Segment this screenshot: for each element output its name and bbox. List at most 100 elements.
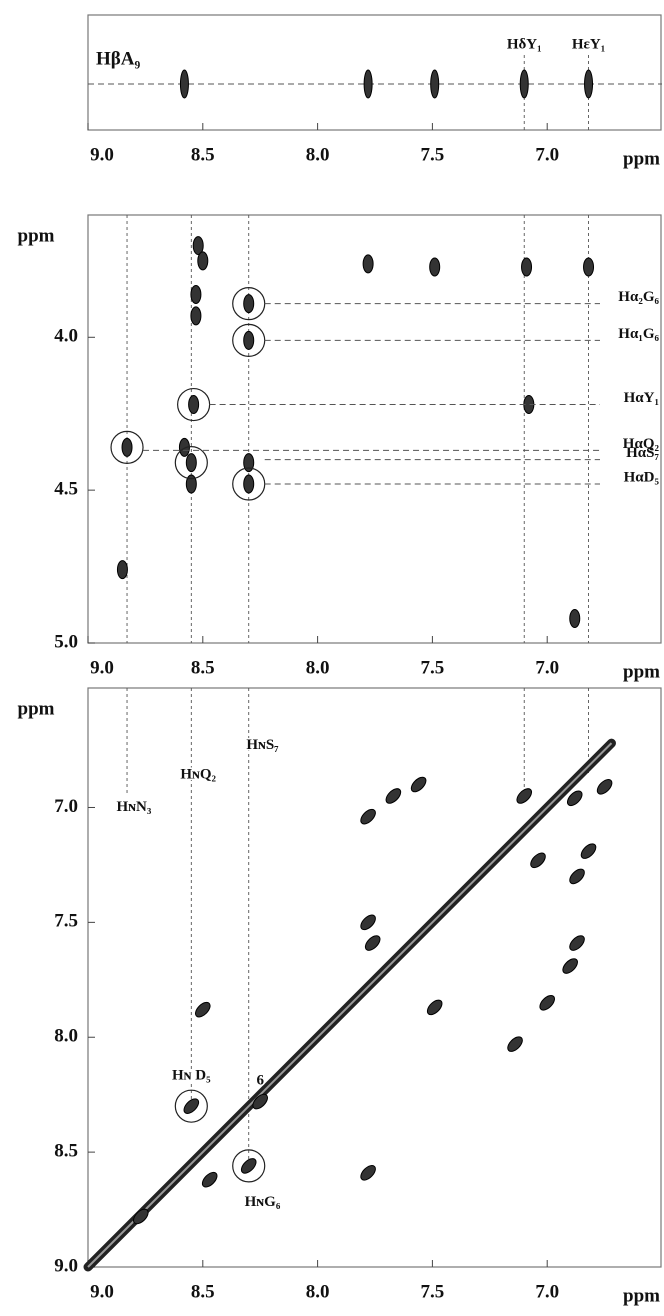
peak	[364, 935, 381, 951]
x-tick-label: 7.5	[421, 144, 445, 165]
peak	[507, 1036, 523, 1052]
peak	[192, 236, 204, 256]
peak	[190, 284, 202, 304]
y-axis-label: ppm	[18, 225, 55, 246]
peak	[562, 958, 578, 974]
highlight-circle	[174, 446, 208, 480]
x-axis-label: ppm	[623, 148, 660, 169]
x-axis-label: ppm	[623, 661, 660, 682]
y-tick-label: 7.5	[54, 911, 78, 932]
peak	[430, 69, 440, 99]
peak	[519, 69, 529, 99]
peak	[243, 330, 255, 350]
x-tick-label: 7.0	[535, 657, 559, 678]
y-tick-label: 9.0	[54, 1255, 78, 1276]
peak	[516, 788, 533, 804]
plot-frame	[87, 214, 662, 644]
y-tick-label: 8.5	[54, 1140, 78, 1161]
highlight-circle	[110, 430, 144, 464]
peak	[521, 257, 533, 277]
y-tick-label: 4.0	[54, 326, 78, 347]
peak	[185, 453, 197, 473]
peak	[133, 1208, 149, 1225]
annotation: HɴQ₂	[180, 767, 216, 783]
peak	[252, 1093, 268, 1110]
annotation: HδY₁	[507, 36, 542, 52]
annotation: HɴS₇	[246, 737, 279, 753]
peak	[195, 1001, 211, 1018]
x-tick-label: 8.5	[191, 144, 215, 165]
y-tick-label: 8.0	[54, 1026, 78, 1047]
peak	[185, 474, 197, 494]
peak	[385, 788, 402, 804]
peak	[569, 868, 585, 885]
peak	[243, 294, 255, 314]
annotation: Hα₁G₆	[618, 326, 659, 342]
peak	[188, 395, 200, 415]
annotation: 6	[256, 1072, 264, 1088]
plot-frame	[87, 687, 662, 1268]
x-tick-label: 7.0	[535, 144, 559, 165]
peak	[360, 808, 376, 825]
x-tick-label: 7.5	[421, 657, 445, 678]
x-tick-label: 8.5	[191, 657, 215, 678]
peak	[183, 1098, 200, 1114]
peak	[566, 790, 583, 807]
peak	[539, 994, 555, 1011]
x-tick-label: 7.5	[421, 1281, 445, 1302]
annotation: HɴG₆	[245, 1194, 281, 1210]
peak	[569, 935, 585, 951]
x-tick-label: 9.0	[90, 144, 114, 165]
peak	[240, 1158, 257, 1174]
annotation: HαY₁	[624, 390, 659, 406]
x-tick-label: 7.0	[535, 1281, 559, 1302]
x-tick-label: 8.0	[306, 144, 330, 165]
peak	[243, 474, 255, 494]
annotation: HαD₅	[624, 469, 660, 485]
annotation: HαQ₂	[623, 436, 660, 452]
peak	[179, 69, 189, 99]
peak	[583, 257, 595, 277]
peak	[584, 69, 594, 99]
peak	[116, 560, 128, 580]
x-tick-label: 8.0	[306, 657, 330, 678]
peak	[363, 69, 373, 99]
peak	[362, 254, 374, 274]
highlight-circle	[232, 1149, 266, 1183]
annotation: HεY₁	[572, 36, 605, 52]
annotation: Hɴ D₅	[172, 1068, 211, 1084]
x-tick-label: 9.0	[90, 657, 114, 678]
peak	[429, 257, 441, 277]
peak	[426, 999, 443, 1016]
peak	[178, 437, 190, 457]
peak	[360, 914, 376, 931]
annotation: HɴN₃	[116, 799, 151, 815]
plot-frame	[87, 14, 662, 131]
x-axis-label: ppm	[623, 1285, 660, 1306]
peak	[190, 306, 202, 326]
peak	[596, 779, 613, 795]
x-tick-label: 9.0	[90, 1281, 114, 1302]
highlight-circle	[174, 1089, 208, 1123]
peak	[197, 251, 209, 271]
x-tick-label: 8.5	[191, 1281, 215, 1302]
peak	[243, 453, 255, 473]
y-tick-label: 4.5	[54, 479, 78, 500]
y-tick-label: 5.0	[54, 631, 78, 652]
peak	[121, 437, 133, 457]
peak	[530, 852, 546, 869]
peak	[569, 609, 581, 629]
peak	[580, 843, 597, 859]
peak	[410, 776, 427, 793]
y-tick-label: 7.0	[54, 796, 78, 817]
diagonal-core	[87, 742, 613, 1268]
y-axis-label: ppm	[18, 698, 55, 719]
peak	[360, 1165, 376, 1181]
peak	[201, 1171, 218, 1188]
x-tick-label: 8.0	[306, 1281, 330, 1302]
row-label: HβA₉	[96, 48, 141, 69]
annotation: HαS₇	[626, 445, 659, 461]
annotation: Hα₂G₆	[618, 289, 659, 305]
